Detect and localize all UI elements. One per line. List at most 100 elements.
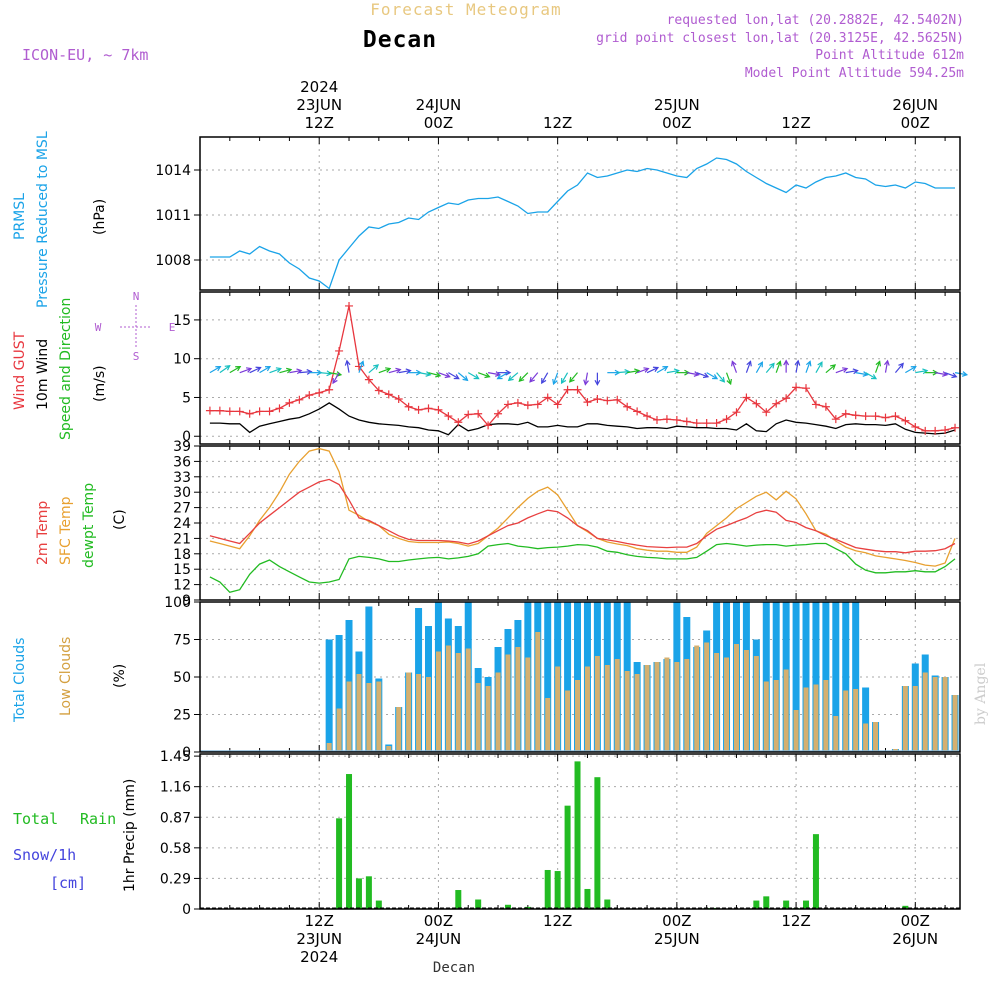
low-cloud-bar (326, 743, 332, 752)
low-cloud-bar (525, 657, 531, 752)
gust-marker (911, 422, 920, 431)
low-cloud-bar (654, 662, 660, 752)
compass-n-label: N (133, 290, 140, 303)
time-axis-label: 00Z (901, 912, 930, 930)
wind-direction-arrow (666, 368, 680, 375)
low-cloud-bar (902, 686, 908, 752)
low-cloud-bar (773, 680, 779, 752)
wind-ytick-label: 10 (173, 352, 191, 368)
low-cloud-bar (932, 677, 938, 752)
wind-direction-arrow (855, 371, 869, 377)
temp-dewpt-label: dewpt Temp (81, 483, 97, 568)
compass-rose-icon: N S W E (95, 290, 176, 363)
time-axis-label: 12Z (543, 912, 572, 930)
gust-marker (662, 415, 671, 424)
wind-direction-arrow (249, 366, 262, 374)
low-cloud-bar (783, 669, 789, 752)
low-cloud-bar (644, 665, 650, 752)
wind-direction-arrow (865, 372, 878, 380)
low-cloud-bar (704, 642, 710, 752)
total-cloud-bar (544, 602, 552, 752)
total-cloud-bar (802, 602, 810, 752)
gust-marker (951, 423, 960, 432)
gust-marker (225, 407, 234, 416)
gust-marker (782, 394, 791, 403)
rain-bar (504, 904, 511, 909)
top-time-label: 26JUN (892, 96, 938, 114)
wind-direction-arrow (448, 372, 460, 380)
wind-gust-label: Wind GUST (12, 331, 28, 410)
gust-marker (424, 404, 433, 413)
low-cloud-bar (505, 654, 511, 752)
rain-bar (604, 899, 611, 909)
wind-direction-arrow (541, 372, 549, 385)
low-cloud-bar (753, 656, 759, 752)
rain-bar (455, 890, 462, 909)
low-cloud-bar (545, 698, 551, 752)
rain-bar (475, 899, 482, 909)
total-cloud-bar (365, 606, 373, 752)
top-time-label: 00Z (901, 114, 930, 132)
total-cloud-bar (792, 602, 800, 752)
point-altitude: Point Altitude 612m (815, 48, 964, 63)
wind-direction-arrow (745, 360, 752, 373)
wind-direction-arrow (954, 371, 969, 377)
wind-direction-arrow (755, 361, 763, 373)
time-axis-label: 2024 (300, 948, 338, 966)
wind-direction-arrow (874, 360, 882, 373)
wind-direction-arrow (568, 372, 578, 383)
low-cloud-bar (356, 674, 362, 752)
temp-2m-label: 2m Temp (35, 501, 51, 565)
low-cloud-bar (912, 686, 918, 752)
total-cloud-bar (852, 602, 860, 752)
temp-ytick-label: 9 (182, 593, 191, 609)
gust-marker (891, 412, 900, 421)
gust-marker (374, 386, 383, 395)
gust-marker (285, 398, 294, 407)
pressure-frame (199, 136, 961, 291)
rain-bar (554, 871, 561, 909)
gust-marker (325, 385, 334, 394)
wind-direction-arrow (696, 372, 710, 379)
wind-gust-line (209, 305, 956, 432)
precip-ytick-label: 0.29 (160, 871, 191, 887)
gust-marker (583, 398, 592, 407)
gust-marker (543, 393, 552, 402)
temp-ytick-label: 33 (173, 470, 191, 486)
pressure-label-2: Pressure Reduced to MSL (35, 131, 51, 308)
wind-direction-arrow (915, 368, 929, 375)
clouds-ytick-label: 0 (182, 745, 191, 761)
time-axis-label: 26JUN (892, 930, 938, 948)
wind-direction-arrow (552, 372, 559, 386)
low-cloud-bar (843, 690, 849, 752)
pressure-label-1: PRMSL (12, 193, 28, 240)
total-cloud-bar (772, 602, 780, 752)
wind-direction-arrow (706, 372, 719, 380)
temp-ytick-label: 21 (173, 531, 191, 547)
low-cloud-bar (793, 710, 799, 752)
wind-direction-arrow (289, 368, 303, 375)
gust-marker (444, 412, 453, 421)
t2m-line (209, 478, 956, 554)
clouds-frame (199, 601, 961, 753)
gust-marker (831, 415, 840, 424)
time-axis-label: 24JUN (416, 930, 462, 948)
low-cloud-bar (336, 708, 342, 752)
wind-direction-arrow (279, 367, 293, 374)
wind-direction-arrow (496, 372, 509, 380)
wind-direction-arrow (477, 372, 491, 379)
pressure-grid: 1008 1011 1014 (155, 137, 960, 290)
low-cloud-bar (455, 653, 461, 752)
low-cloud-bar (952, 695, 958, 752)
wind-direction-arrow (398, 368, 412, 375)
wind-direction-arrow (344, 359, 351, 373)
wind-direction-arrow (457, 372, 469, 382)
gust-marker (682, 417, 691, 426)
wind-direction-arrow (209, 366, 222, 374)
rain-bar (594, 777, 601, 909)
wind-direction-arrow (229, 366, 242, 374)
wind-direction-arrow (686, 371, 700, 377)
top-time-label: 00Z (424, 114, 453, 132)
